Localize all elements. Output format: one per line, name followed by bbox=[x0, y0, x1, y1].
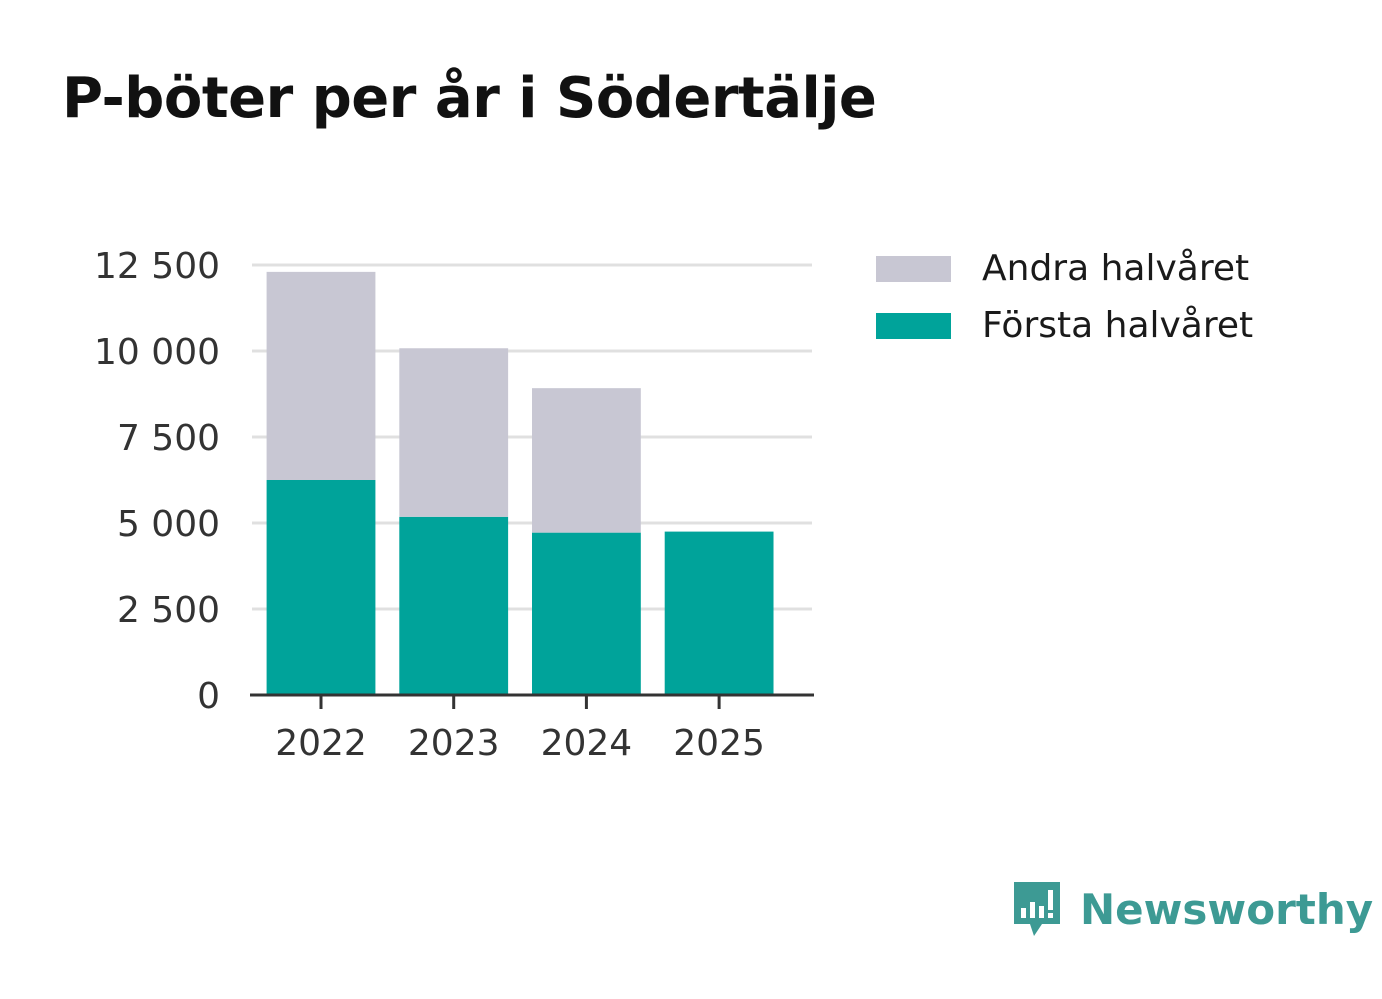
legend-item-andra: Andra halvåret bbox=[876, 240, 1253, 297]
x-tick-label: 2023 bbox=[408, 723, 500, 764]
x-tick-label: 2024 bbox=[541, 723, 633, 764]
bar-segment bbox=[399, 516, 509, 695]
legend-swatch-forsta bbox=[876, 312, 951, 339]
bar-segment bbox=[532, 388, 641, 533]
newsworthy-logo-icon bbox=[1014, 882, 1060, 936]
y-tick-label: 0 bbox=[197, 676, 220, 717]
legend-item-forsta: Första halvåret bbox=[876, 297, 1253, 354]
x-tick-label: 2025 bbox=[673, 723, 765, 764]
y-tick-label: 12 500 bbox=[94, 246, 220, 287]
axes: 0 2 500 5 000 7 500 10 000 12 500 2022 2023 2024… bbox=[94, 246, 814, 764]
brand-name: Newsworthy bbox=[1080, 884, 1374, 934]
bar-segment bbox=[399, 348, 509, 517]
bars bbox=[266, 271, 774, 695]
bar-segment bbox=[532, 532, 641, 695]
bar-segment bbox=[266, 480, 376, 695]
y-tick-label: 5 000 bbox=[117, 504, 220, 545]
chart-title: P-böter per år i Södertälje bbox=[62, 66, 877, 131]
y-tick-label: 10 000 bbox=[94, 332, 220, 373]
legend: Andra halvåret Första halvåret bbox=[876, 240, 1253, 354]
legend-label-forsta: Första halvåret bbox=[982, 305, 1254, 346]
newsworthy-brand: Newsworthy bbox=[1010, 878, 1373, 940]
bar-segment bbox=[664, 531, 774, 695]
y-tick-label: 2 500 bbox=[117, 590, 220, 631]
legend-swatch-andra bbox=[876, 255, 951, 282]
y-tick-label: 7 500 bbox=[117, 418, 220, 459]
legend-label-andra: Andra halvåret bbox=[982, 248, 1250, 289]
x-tick-label: 2022 bbox=[275, 723, 367, 764]
bar-segment bbox=[266, 271, 376, 480]
